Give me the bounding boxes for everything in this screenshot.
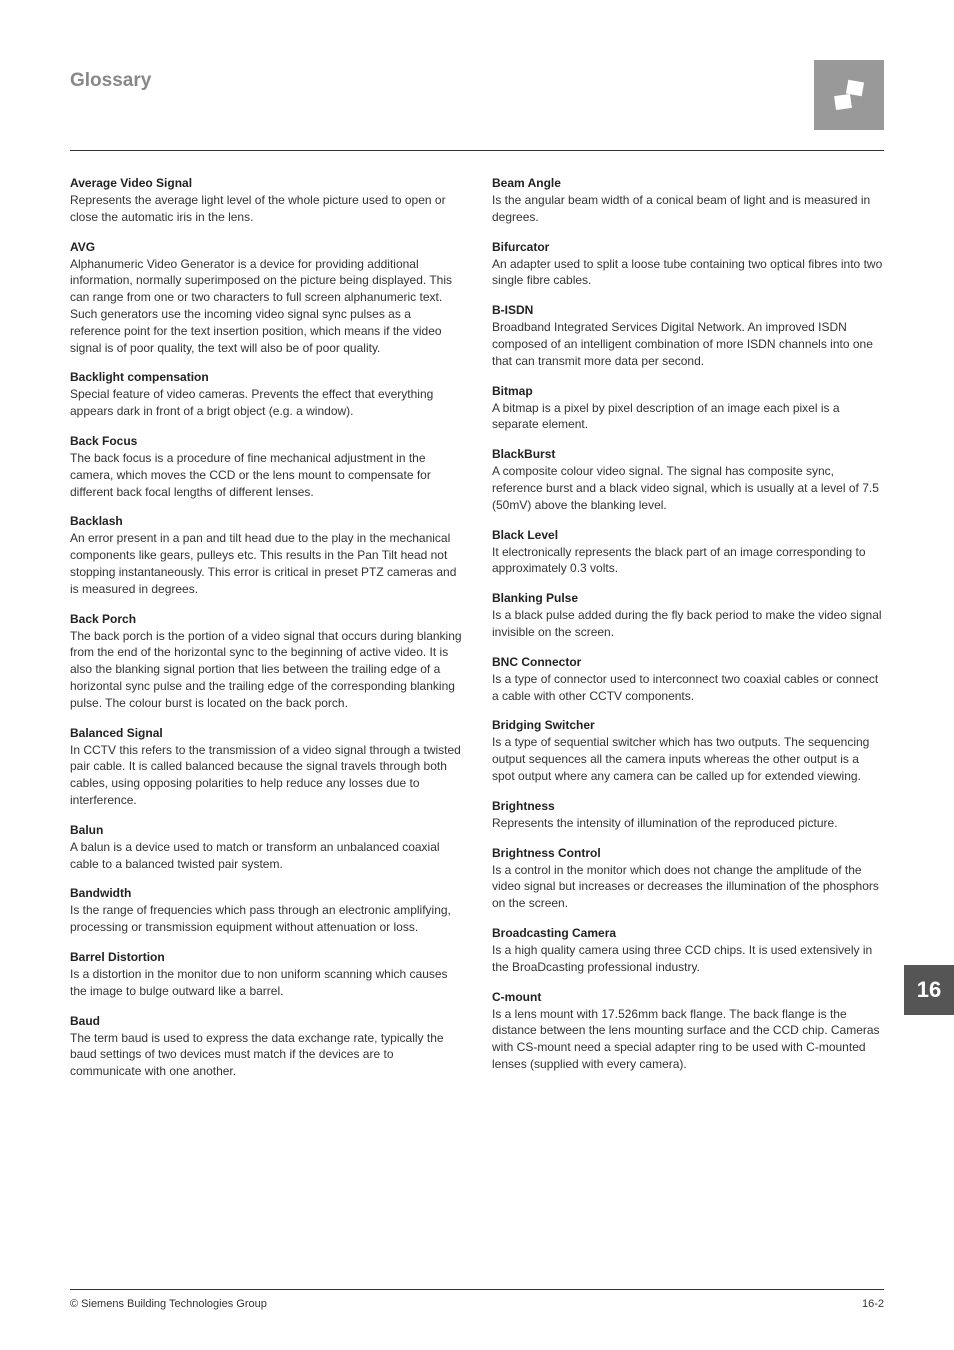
term-definition: Special feature of video cameras. Preven… — [70, 386, 462, 420]
term-title: Back Focus — [70, 434, 462, 448]
term-title: AVG — [70, 240, 462, 254]
term-definition: The back porch is the portion of a video… — [70, 628, 462, 712]
glossary-term: AVG Alphanumeric Video Generator is a dev… — [70, 240, 462, 357]
page-header: Glossary — [70, 60, 884, 130]
glossary-term: Beam Angle Is the angular beam width of a… — [492, 176, 884, 226]
glossary-term: Back Focus The back focus is a procedure … — [70, 434, 462, 500]
term-definition: In CCTV this refers to the transmission … — [70, 742, 462, 809]
term-title: Barrel Distortion — [70, 950, 462, 964]
term-definition: It electronically represents the black p… — [492, 544, 884, 578]
glossary-term: Bifurcator An adapter used to split a loo… — [492, 240, 884, 290]
term-definition: Is a high quality camera using three CCD… — [492, 942, 884, 976]
glossary-term: B-ISDN Broadband Integrated Services Digi… — [492, 303, 884, 369]
footer-copyright: © Siemens Building Technologies Group — [70, 1298, 267, 1310]
term-definition: The back focus is a procedure of fine me… — [70, 450, 462, 500]
term-definition: The term baud is used to express the dat… — [70, 1030, 462, 1080]
glossary-term: Backlight compensation Special feature of… — [70, 370, 462, 420]
glossary-term: Bandwidth Is the range of frequencies whi… — [70, 886, 462, 936]
glossary-term: Broadcasting Camera Is a high quality cam… — [492, 926, 884, 976]
term-title: Backlight compensation — [70, 370, 462, 384]
page-title: Glossary — [70, 70, 151, 92]
glossary-term: Blanking Pulse Is a black pulse added dur… — [492, 591, 884, 641]
term-title: Brightness — [492, 799, 884, 813]
term-title: Average Video Signal — [70, 176, 462, 190]
bottom-divider — [70, 1289, 884, 1290]
content-columns: Average Video Signal Represents the avera… — [70, 176, 884, 1094]
left-column: Average Video Signal Represents the avera… — [70, 176, 462, 1094]
term-title: Bandwidth — [70, 886, 462, 900]
term-definition: An error present in a pan and tilt head … — [70, 530, 462, 597]
glossary-term: Average Video Signal Represents the avera… — [70, 176, 462, 226]
term-title: B-ISDN — [492, 303, 884, 317]
glossary-term: Black Level It electronically represents … — [492, 528, 884, 578]
term-definition: Is a black pulse added during the fly ba… — [492, 607, 884, 641]
term-title: Balun — [70, 823, 462, 837]
term-definition: Is a type of connector used to interconn… — [492, 671, 884, 705]
glossary-term: BlackBurst A composite colour video signa… — [492, 447, 884, 513]
glossary-term: Bitmap A bitmap is a pixel by pixel descr… — [492, 384, 884, 434]
term-definition: Represents the intensity of illumination… — [492, 815, 884, 832]
term-title: Bridging Switcher — [492, 718, 884, 732]
right-column: Beam Angle Is the angular beam width of a… — [492, 176, 884, 1094]
term-title: Baud — [70, 1014, 462, 1028]
glossary-term: Back Porch The back porch is the portion … — [70, 612, 462, 712]
section-icon — [814, 60, 884, 130]
footer-page-number: 16-2 — [862, 1298, 884, 1310]
term-definition: Alphanumeric Video Generator is a device… — [70, 256, 462, 357]
glossary-term: Brightness Control Is a control in the mo… — [492, 846, 884, 912]
glossary-term: Balanced Signal In CCTV this refers to th… — [70, 726, 462, 809]
chapter-tab: 16 — [904, 965, 954, 1015]
term-definition: Broadband Integrated Services Digital Ne… — [492, 319, 884, 369]
top-divider — [70, 150, 884, 151]
term-title: Bifurcator — [492, 240, 884, 254]
term-definition: A bitmap is a pixel by pixel description… — [492, 400, 884, 434]
term-title: BNC Connector — [492, 655, 884, 669]
term-title: Blanking Pulse — [492, 591, 884, 605]
term-definition: Represents the average light level of th… — [70, 192, 462, 226]
term-title: Brightness Control — [492, 846, 884, 860]
page-footer: © Siemens Building Technologies Group 16… — [70, 1289, 884, 1310]
term-definition: Is a control in the monitor which does n… — [492, 862, 884, 912]
glossary-term: Brightness Represents the intensity of il… — [492, 799, 884, 832]
glossary-term: Backlash An error present in a pan and ti… — [70, 514, 462, 597]
term-definition: Is a distortion in the monitor due to no… — [70, 966, 462, 1000]
glossary-term: Barrel Distortion Is a distortion in the … — [70, 950, 462, 1000]
glossary-term: Baud The term baud is used to express the… — [70, 1014, 462, 1080]
term-definition: An adapter used to split a loose tube co… — [492, 256, 884, 290]
glossary-term: Balun A balun is a device used to match o… — [70, 823, 462, 873]
glossary-term: BNC Connector Is a type of connector used… — [492, 655, 884, 705]
term-title: BlackBurst — [492, 447, 884, 461]
glossary-term: C-mount Is a lens mount with 17.526mm bac… — [492, 990, 884, 1073]
term-title: Back Porch — [70, 612, 462, 626]
term-definition: Is the range of frequencies which pass t… — [70, 902, 462, 936]
term-definition: Is a lens mount with 17.526mm back flang… — [492, 1006, 884, 1073]
term-title: Bitmap — [492, 384, 884, 398]
term-definition: Is the angular beam width of a conical b… — [492, 192, 884, 226]
term-definition: A composite colour video signal. The sig… — [492, 463, 884, 513]
term-definition: A balun is a device used to match or tra… — [70, 839, 462, 873]
term-title: C-mount — [492, 990, 884, 1004]
term-title: Broadcasting Camera — [492, 926, 884, 940]
term-title: Beam Angle — [492, 176, 884, 190]
glossary-term: Bridging Switcher Is a type of sequential… — [492, 718, 884, 784]
term-title: Backlash — [70, 514, 462, 528]
term-title: Black Level — [492, 528, 884, 542]
term-title: Balanced Signal — [70, 726, 462, 740]
term-definition: Is a type of sequential switcher which h… — [492, 734, 884, 784]
